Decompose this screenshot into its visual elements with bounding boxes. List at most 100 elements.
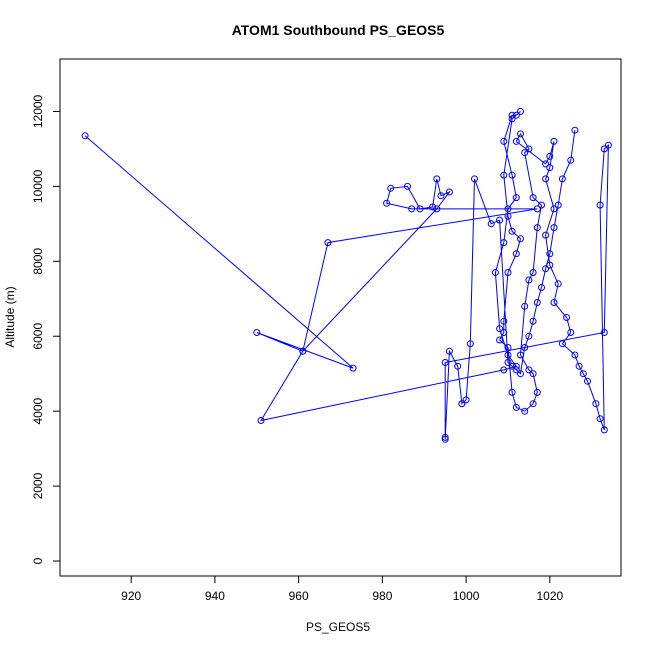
data-point [257,417,265,424]
y-tick-label: 4000 [31,397,45,424]
y-tick-label: 10000 [31,169,45,203]
data-point [500,239,508,247]
data-point [550,224,558,232]
data-point [445,188,453,196]
data-point [546,250,554,258]
data-point [500,317,508,325]
y-tick-label: 2000 [31,472,45,499]
y-tick-label: 8000 [31,248,45,275]
data-point [500,329,508,336]
y-axis: 0 2000 4000 6000 8000 10000 12000 [31,94,61,564]
data-point [550,205,558,213]
data-point [437,192,445,200]
data-point [512,137,520,145]
data-point [546,261,554,269]
data-point [596,201,604,209]
y-tick-label: 0 [31,557,45,564]
data-point [433,205,441,213]
x-axis: 920 940 960 980 1000 1020 [121,575,563,603]
data-point [491,269,499,276]
data-point [567,329,575,336]
data-point [517,107,524,115]
data-point [600,426,608,434]
data-point [525,332,533,340]
x-tick-label: 960 [289,589,309,603]
data-point [600,145,608,153]
data-point [538,201,545,209]
data-point [533,205,541,213]
data-point [508,115,516,123]
chart-title: ATOM1 Southbound PS_GEOS5 [232,22,445,38]
data-point [324,239,332,247]
data-point [558,340,566,348]
data-point [441,433,449,441]
data-point [533,388,541,396]
data-point [404,182,411,190]
data-point [529,317,537,325]
data-point [500,171,508,179]
data-point [525,366,533,374]
data-point [546,152,554,160]
data-point [554,280,562,288]
data-point [517,370,524,378]
data-point [554,201,562,209]
data-point [542,231,550,239]
data-point [253,329,261,336]
data-point [542,265,550,273]
data-point [529,194,537,202]
data-point [441,359,449,366]
x-tick-label: 940 [205,589,225,603]
data-point [508,171,516,179]
data-point [517,235,524,243]
data-series [81,107,612,443]
data-point [387,184,395,192]
data-point [416,205,424,213]
data-point [496,336,504,344]
data-point [542,160,550,168]
data-point [521,149,529,157]
data-point [466,340,474,348]
data-point [299,347,307,355]
data-point [504,205,512,213]
data-point [383,199,391,207]
data-point [533,299,541,306]
x-tick-label: 1000 [453,589,480,603]
data-point [600,329,608,336]
data-point [349,364,357,372]
data-point [546,164,554,172]
data-point [604,141,612,149]
data-point [529,370,537,378]
data-point [521,407,529,415]
x-axis-label: PS_GEOS5 [306,620,370,634]
series-line [84,111,609,440]
data-point [471,175,478,183]
data-point [512,194,520,202]
data-point [508,362,516,370]
data-point [487,220,495,228]
data-point [512,362,520,370]
data-point [454,362,462,370]
data-point [575,362,583,370]
data-point [500,137,508,145]
data-point [462,396,470,404]
data-point [81,132,89,140]
data-point [550,137,558,145]
data-point [512,366,520,374]
data-point [592,400,600,408]
data-point [458,400,466,408]
data-point [508,227,516,235]
data-point [504,344,512,351]
data-point [538,284,545,291]
data-point [496,325,504,333]
y-tick-label: 12000 [31,94,45,128]
data-point [504,359,512,366]
data-point [533,224,541,232]
data-point [529,269,537,276]
data-point [408,205,416,213]
data-point [512,403,520,411]
data-point [525,145,533,153]
data-point [521,344,529,351]
